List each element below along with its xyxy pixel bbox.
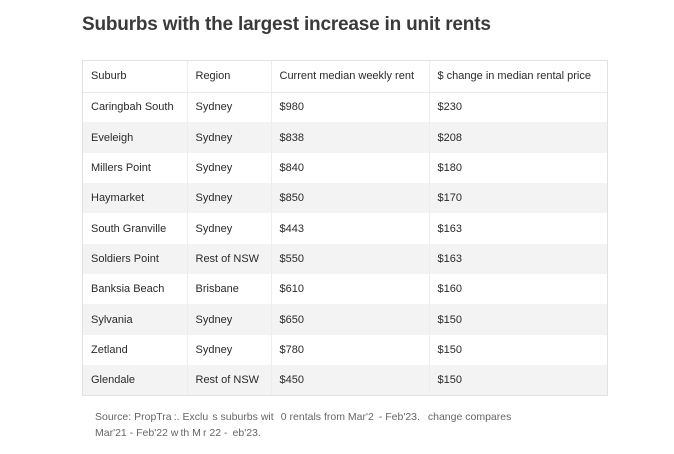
cell-region: Sydney bbox=[187, 152, 272, 184]
cell-region: Sydney bbox=[187, 183, 272, 214]
table-row: South Granville Sydney $443 $163 bbox=[83, 213, 607, 244]
cell-rent-change: $163 bbox=[437, 222, 462, 235]
table-row: Millers Point Sydney $840 $180 bbox=[83, 152, 607, 184]
cell-region: Sydney bbox=[187, 122, 272, 153]
cell-current-rent: $780 bbox=[271, 334, 430, 366]
table-row: Zetland Sydney $780 $150 bbox=[83, 334, 607, 366]
cell-suburb: Zetland bbox=[83, 334, 188, 366]
cell-region: Rest of NSW bbox=[187, 243, 272, 275]
cell-current-rent: $610 bbox=[271, 274, 430, 305]
cell-current-rent: $980 bbox=[271, 92, 430, 123]
cell-region: Sydney bbox=[187, 334, 272, 366]
cell-region: Brisbane bbox=[187, 274, 272, 305]
cell-region: Rest of NSW bbox=[187, 365, 272, 396]
column-header-region: Region bbox=[187, 61, 272, 93]
cell-region: Sydney bbox=[187, 213, 272, 244]
cell-suburb: Sylvania bbox=[83, 304, 188, 335]
table-row: Eveleigh Sydney $838 $208 bbox=[83, 122, 607, 153]
table-row: Caringbah South Sydney $980 $230 bbox=[83, 92, 607, 123]
rent-table-grid: Suburb Region Current median weekly rent… bbox=[83, 61, 607, 396]
cell-rent-change: $150 bbox=[437, 343, 462, 356]
cell-current-rent: $450 bbox=[271, 365, 430, 396]
cell-suburb: Soldiers Point bbox=[83, 243, 188, 275]
table-row: Soldiers Point Rest of NSW $550 $163 bbox=[83, 243, 607, 275]
cell-current-rent: $840 bbox=[271, 152, 430, 184]
cell-suburb: Haymarket bbox=[83, 183, 188, 214]
cell-region: Sydney bbox=[187, 92, 272, 123]
cell-rent-change: $163 bbox=[437, 252, 462, 265]
column-header-rent-change: $ change in median rental price bbox=[429, 61, 607, 93]
cell-suburb: Eveleigh bbox=[83, 122, 188, 153]
footnote-line: Mar'21 - Feb'22 w th M r 22 - eb'23. bbox=[95, 427, 261, 439]
table-header: Suburb Region Current median weekly rent… bbox=[83, 61, 607, 93]
cell-suburb: South Granville bbox=[83, 213, 188, 244]
table-body: Caringbah South Sydney $980 $230 Eveleig… bbox=[83, 92, 607, 396]
cell-rent-change: $170 bbox=[437, 192, 462, 205]
cell-rent-change: $150 bbox=[437, 313, 462, 326]
cell-rent-change: $150 bbox=[437, 374, 462, 387]
cell-suburb: Millers Point bbox=[83, 152, 188, 184]
cell-suburb: Caringbah South bbox=[83, 92, 188, 123]
column-header-current-rent: Current median weekly rent bbox=[271, 61, 430, 93]
cell-suburb: Glendale bbox=[83, 365, 188, 396]
table-row: Banksia Beach Brisbane $610 $160 bbox=[83, 274, 607, 305]
cell-rent-change: $160 bbox=[437, 283, 462, 296]
column-header-suburb: Suburb bbox=[83, 61, 188, 93]
table-row: Sylvania Sydney $650 $150 bbox=[83, 304, 607, 335]
table-row: Glendale Rest of NSW $450 $150 bbox=[83, 365, 607, 396]
page-title: Suburbs with the largest increase in uni… bbox=[82, 14, 491, 35]
cell-rent-change: $208 bbox=[437, 131, 462, 144]
cell-region: Sydney bbox=[187, 304, 272, 335]
cell-current-rent: $850 bbox=[271, 183, 430, 214]
cell-current-rent: $838 bbox=[271, 122, 430, 153]
source-footnote: Source: PropTra :. Exclu s suburbs wit 0… bbox=[95, 409, 615, 441]
footnote-line: Source: PropTra :. Exclu s suburbs wit 0… bbox=[95, 411, 512, 423]
table-row: Haymarket Sydney $850 $170 bbox=[83, 183, 607, 214]
rent-table: Suburb Region Current median weekly rent… bbox=[82, 60, 608, 397]
header-row: Suburb Region Current median weekly rent… bbox=[83, 61, 607, 93]
cell-rent-change: $180 bbox=[437, 161, 462, 174]
cell-suburb: Banksia Beach bbox=[83, 274, 188, 305]
cell-current-rent: $550 bbox=[271, 243, 430, 275]
cell-rent-change: $230 bbox=[437, 101, 462, 114]
cell-current-rent: $650 bbox=[271, 304, 430, 335]
cell-current-rent: $443 bbox=[271, 213, 430, 244]
